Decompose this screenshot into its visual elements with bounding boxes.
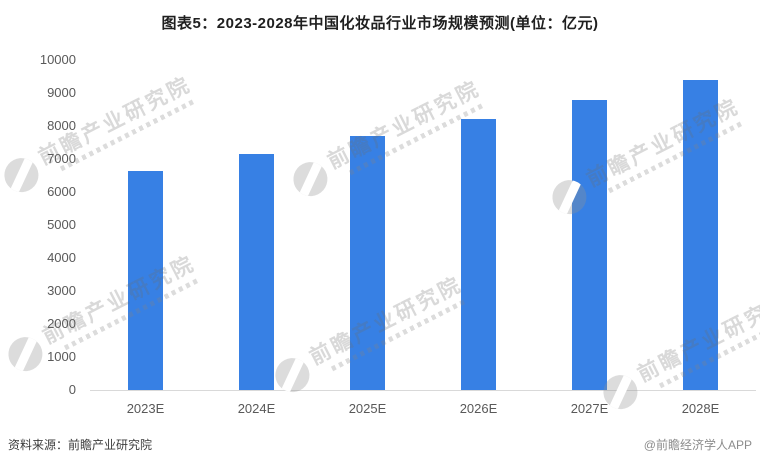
y-axis-tick-label: 1000: [47, 349, 76, 364]
y-axis-tick-label: 0: [68, 382, 76, 397]
source-note: 资料来源：前瞻产业研究院: [8, 438, 153, 452]
x-axis-label: 2027E: [570, 401, 609, 416]
y-axis-tick-label: 4000: [47, 250, 76, 265]
bar: [239, 154, 274, 390]
bar: [128, 170, 163, 390]
chart-title: 图表5：2023-2028年中国化妆品行业市场规模预测(单位：亿元): [161, 15, 599, 32]
x-axis-label: 2026E: [459, 401, 498, 416]
bar: [461, 119, 496, 390]
bar: [572, 99, 607, 390]
y-axis-tick-label: 5000: [47, 217, 76, 232]
y-axis-tick-label: 7000: [47, 151, 76, 166]
x-axis-label: 2023E: [126, 401, 165, 416]
x-axis-label: 2024E: [237, 401, 276, 416]
y-axis-tick-label: 9000: [47, 85, 76, 100]
y-axis-tick-label: 10000: [39, 52, 76, 67]
y-axis-tick-label: 2000: [47, 316, 76, 331]
x-axis-label: 2025E: [348, 401, 387, 416]
y-axis-tick-label: 6000: [47, 184, 76, 199]
bar: [350, 135, 385, 390]
x-axis-label: 2028E: [681, 401, 720, 416]
y-axis-tick-label: 3000: [47, 283, 76, 298]
x-axis-line: [90, 390, 756, 391]
y-axis-tick-label: 8000: [47, 118, 76, 133]
bar: [683, 79, 718, 390]
credit-note: @前瞻经济学人APP: [643, 438, 752, 452]
